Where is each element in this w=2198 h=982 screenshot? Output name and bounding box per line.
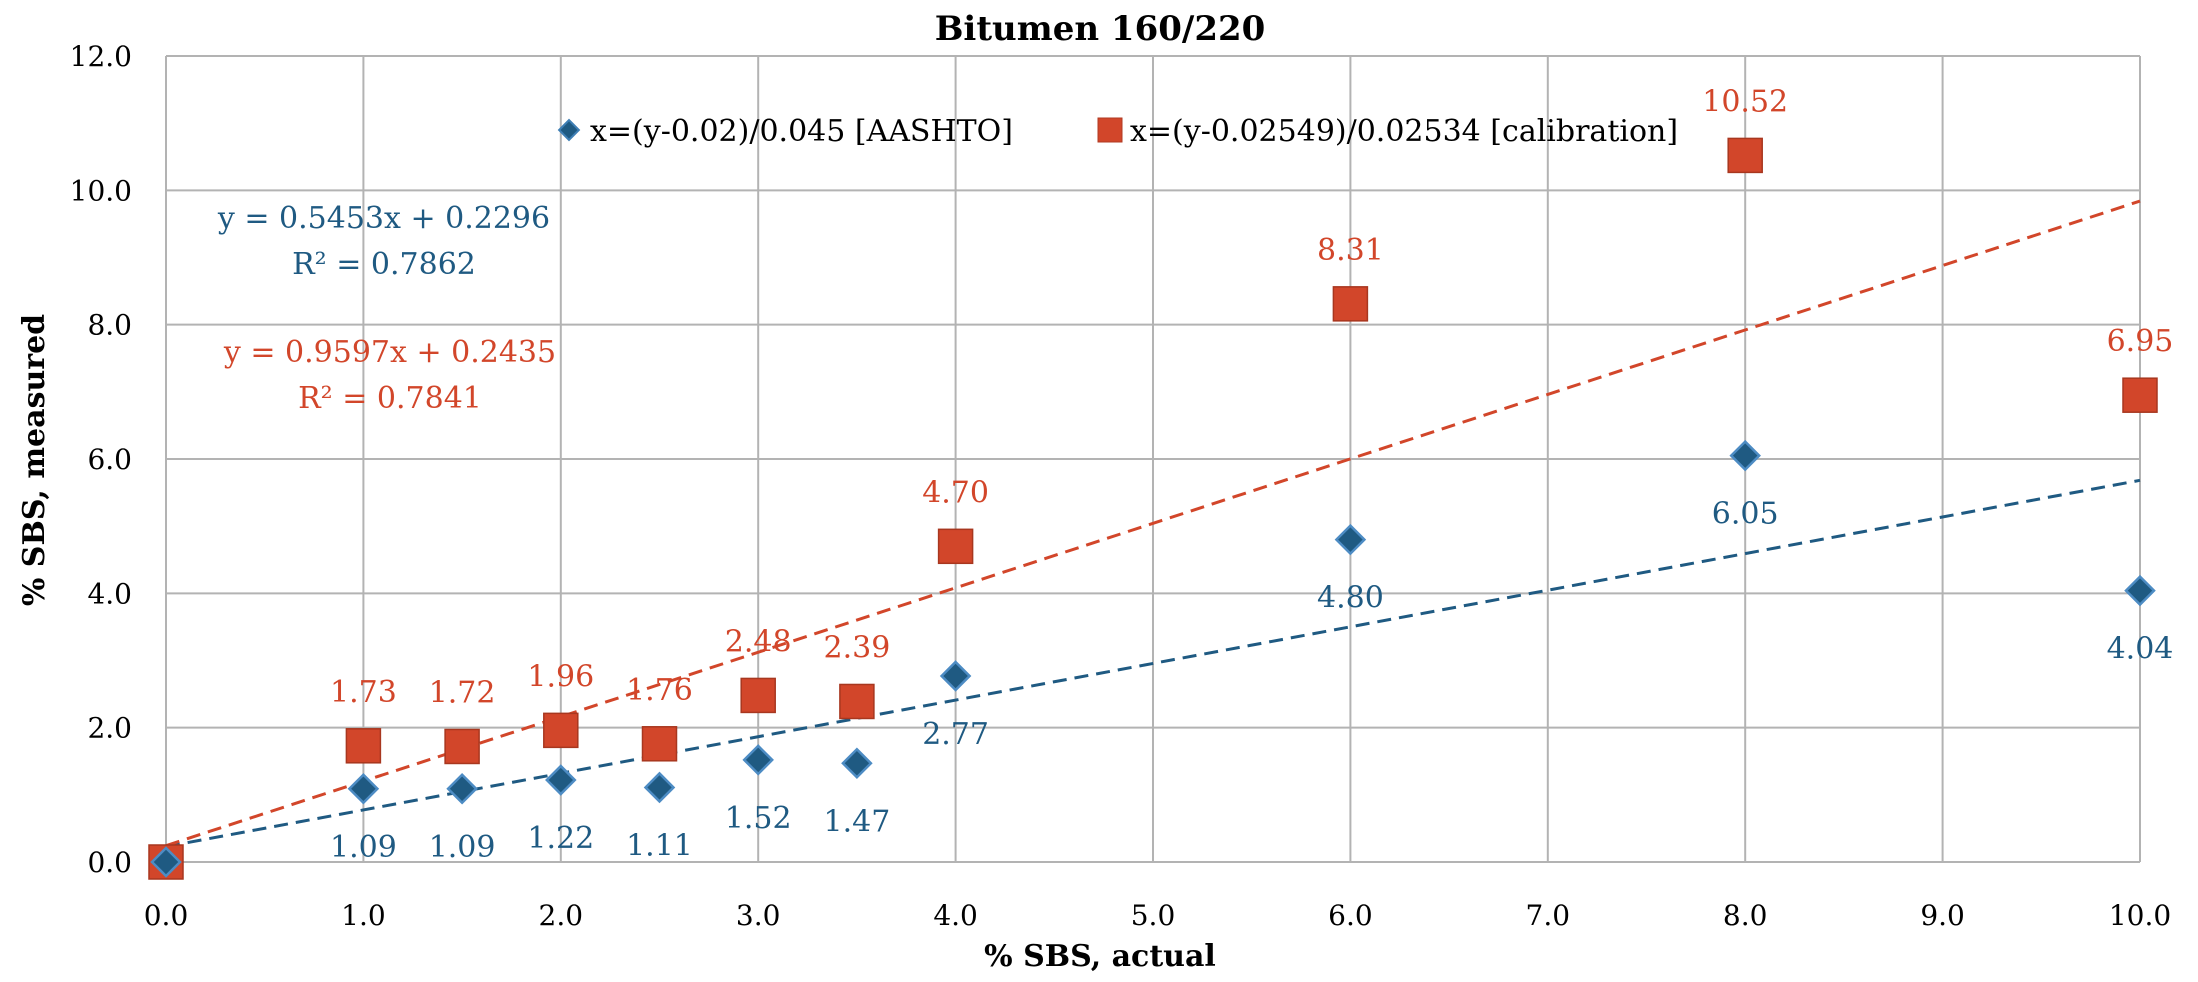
y-tick-label: 2.0: [87, 712, 132, 745]
trendline-equations: y = 0.5453x + 0.2296 R² = 0.7862 y = 0.9…: [217, 201, 556, 416]
calibration-point: [345, 728, 382, 764]
calibration-point: [740, 677, 776, 714]
calibration-point: [2122, 377, 2158, 413]
x-tick-label: 1.0: [341, 899, 386, 932]
aashto-data-label: 1.09: [429, 830, 496, 865]
x-tick-label: 7.0: [1526, 899, 1571, 932]
calibration-point: [937, 528, 974, 565]
y-axis-title: % SBS, measured: [17, 314, 52, 606]
aashto-point: [150, 846, 182, 878]
y-tick-label: 8.0: [87, 309, 132, 342]
aashto-data-label: 4.04: [2107, 632, 2174, 667]
aashto-point: [939, 660, 972, 692]
data-points: [148, 137, 2158, 880]
x-tick-label: 10.0: [2109, 899, 2171, 932]
x-tick-label: 9.0: [1920, 899, 1965, 932]
x-tick-label: 5.0: [1131, 899, 1176, 932]
aashto-trendline: [165, 478, 2141, 849]
legend-diamond-icon: [557, 118, 581, 142]
calibration-data-label: 1.76: [626, 673, 693, 708]
x-tick-label: 3.0: [736, 899, 781, 932]
aashto-point: [643, 771, 676, 804]
calibration-data-label: 1.72: [429, 675, 496, 710]
calibration-point: [839, 683, 875, 720]
calibration-data-label: 1.73: [330, 675, 397, 710]
legend: x=(y-0.02)/0.045 [AASHTO] x=(y-0.02549)/…: [557, 114, 1678, 149]
calibration-data-label: 6.95: [2107, 324, 2174, 359]
y-tick-label: 12.0: [70, 40, 132, 73]
x-tick-label: 8.0: [1723, 899, 1768, 932]
x-axis-title: % SBS, actual: [984, 939, 1216, 974]
calibration-trendline: [165, 199, 2141, 848]
calibration-point: [1727, 137, 1763, 174]
calibration-point: [641, 726, 678, 762]
calibration-point: [543, 712, 579, 749]
y-tick-label: 6.0: [87, 443, 132, 476]
aashto-point: [1729, 439, 1761, 472]
aashto-point: [1334, 523, 1367, 556]
calibration-data-label: 10.52: [1702, 84, 1788, 119]
calibration-data-label: 8.31: [1317, 233, 1384, 268]
aashto-point: [2124, 574, 2156, 607]
aashto-point: [742, 744, 774, 776]
legend-square-icon: [1097, 117, 1123, 143]
x-tick-label: 2.0: [539, 899, 584, 932]
legend-label-calibration: x=(y-0.02549)/0.02534 [calibration]: [1130, 114, 1678, 149]
axis-ticks: 0.0 1.0 2.0 3.0 4.0 5.0 6.0 7.0 8.0 9.0 10.0 0.0 2.0…: [70, 40, 2172, 932]
aashto-data-label: 4.80: [1317, 581, 1384, 616]
x-tick-label: 0.0: [144, 899, 189, 932]
aashto-data-label: 1.11: [626, 828, 693, 863]
calibration-data-label: 2.39: [824, 630, 891, 665]
aashto-point: [446, 773, 478, 805]
calibration-equation: y = 0.9597x + 0.2435: [223, 335, 556, 370]
calibration-data-label: 2.48: [725, 624, 792, 659]
calibration-point: [1332, 286, 1369, 322]
legend-label-aashto: x=(y-0.02)/0.045 [AASHTO]: [590, 114, 1013, 149]
aashto-data-label: 1.09: [330, 830, 397, 865]
calibration-data-label: 4.70: [922, 475, 989, 510]
aashto-data-label: 2.77: [922, 717, 989, 752]
aashto-point: [841, 747, 873, 780]
aashto-data-label: 1.52: [725, 801, 792, 836]
aashto-r2: R² = 0.7862: [292, 247, 476, 282]
calibration-point: [444, 728, 480, 765]
grid: [165, 55, 2141, 863]
aashto-point: [545, 764, 577, 796]
y-tick-label: 4.0: [87, 577, 132, 610]
aashto-point: [347, 773, 380, 805]
calibration-r2: R² = 0.7841: [298, 381, 482, 416]
y-tick-label: 0.0: [87, 846, 132, 879]
data-labels: 1.09 1.09 1.22 1.11 1.52 1.47 2.77 4.80 6.05 4.04…: [330, 84, 2173, 864]
aashto-data-label: 1.47: [824, 804, 891, 839]
calibration-data-label: 1.96: [527, 659, 594, 694]
aashto-equation: y = 0.5453x + 0.2296: [217, 201, 550, 236]
x-tick-label: 4.0: [933, 899, 978, 932]
trendlines: [165, 199, 2141, 849]
x-tick-label: 6.0: [1328, 899, 1373, 932]
chart-title: Bitumen 160/220: [935, 9, 1266, 49]
aashto-data-label: 6.05: [1712, 497, 1779, 532]
y-tick-label: 10.0: [70, 174, 132, 207]
aashto-data-label: 1.22: [527, 821, 594, 856]
